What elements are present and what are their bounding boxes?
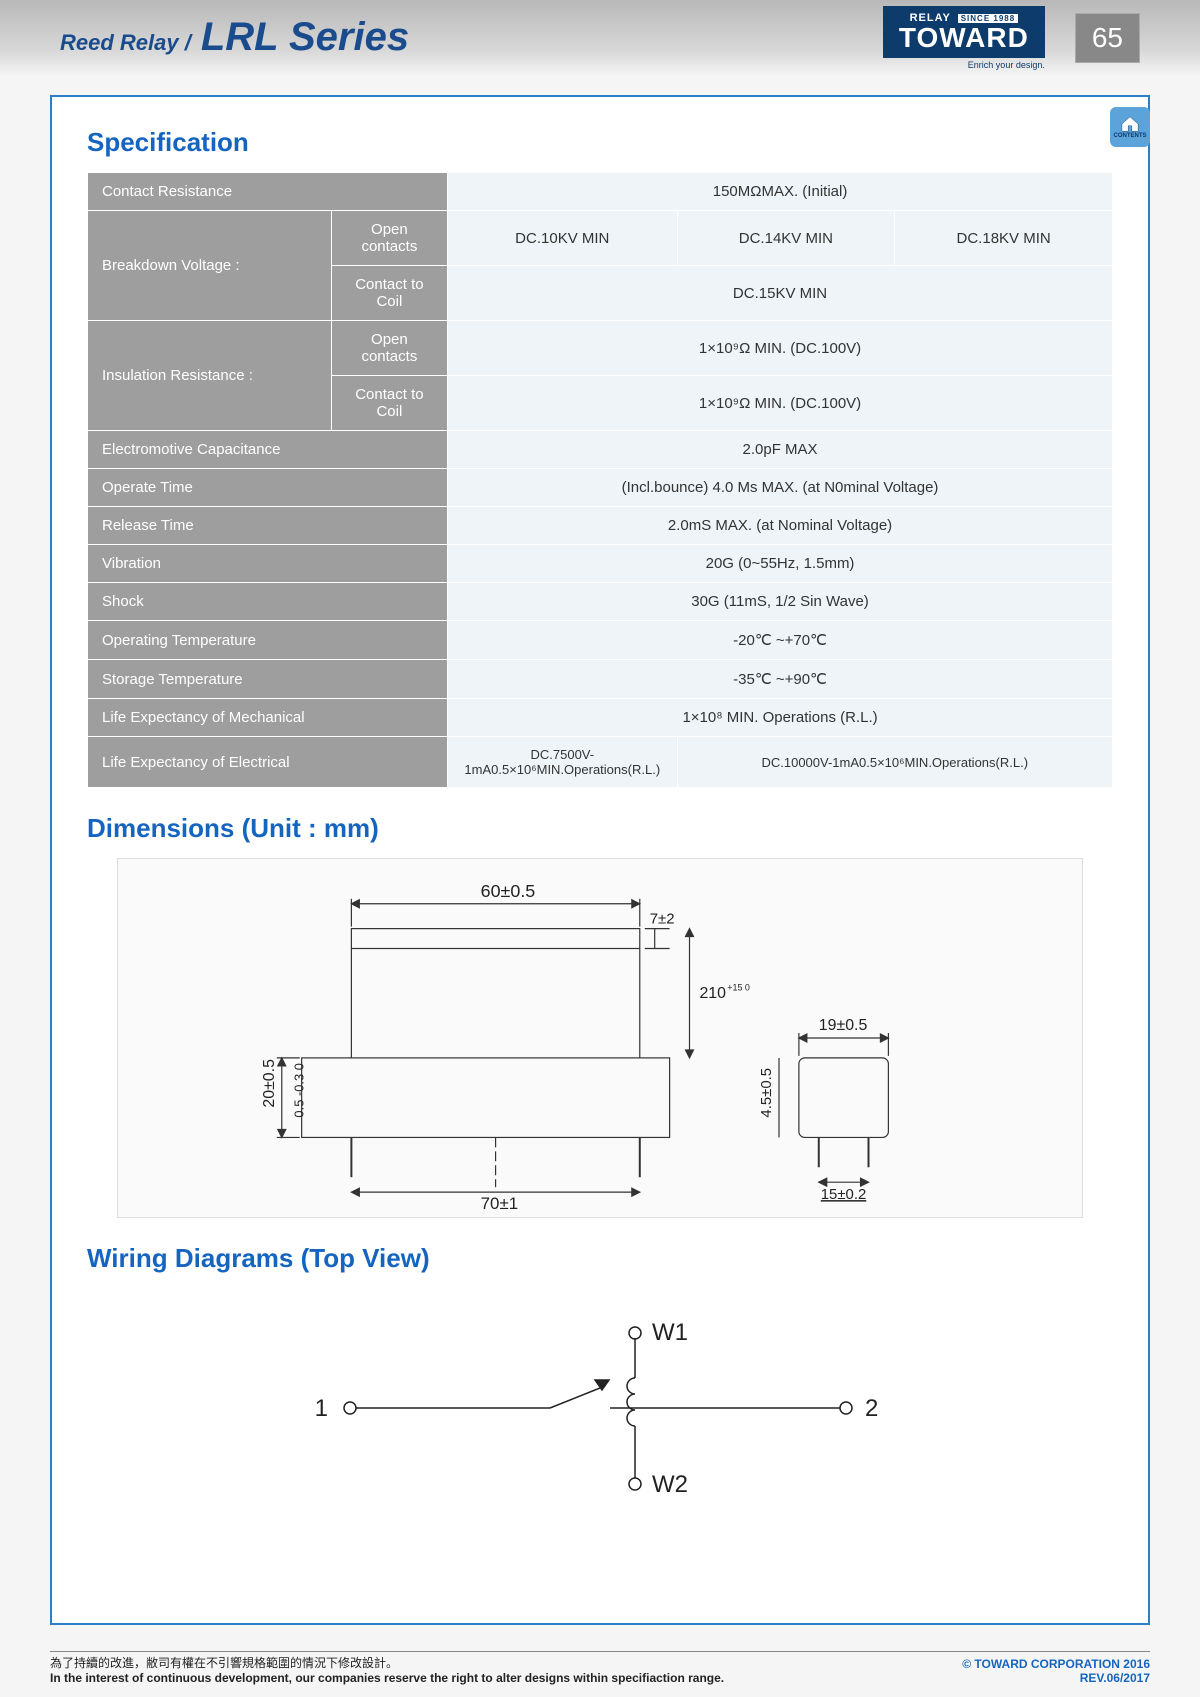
spec-sublabel: Contact to Coil (331, 266, 447, 321)
logo-brand-text: TOWARD (899, 24, 1029, 52)
spec-sublabel: Open contacts (331, 211, 447, 266)
spec-value: DC.18KV MIN (895, 211, 1113, 266)
wiring-w1: W1 (652, 1319, 688, 1346)
spec-value: 1×10⁹Ω MIN. (DC.100V) (448, 321, 1113, 376)
table-row: Life Expectancy of Electrical DC.7500V-1… (88, 737, 1113, 788)
spec-label: Operate Time (88, 469, 448, 507)
dimensions-section: Dimensions (Unit : mm) (87, 813, 1113, 1218)
logo-tagline: Enrich your design. (883, 60, 1045, 70)
table-row: Electromotive Capacitance 2.0pF MAX (88, 431, 1113, 469)
spec-value: 150MΩMAX. (Initial) (448, 173, 1113, 211)
spec-value: -35℃ ~+90℃ (448, 660, 1113, 699)
spec-value: 30G (11mS, 1/2 Sin Wave) (448, 583, 1113, 621)
dim-45: 4.5±0.5 (759, 1068, 775, 1118)
page-number: 65 (1075, 13, 1140, 63)
spec-label: Life Expectancy of Electrical (88, 737, 448, 788)
dim-05: 0.5 -0.3 0 (292, 1063, 307, 1118)
table-row: Life Expectancy of Mechanical 1×10⁸ MIN.… (88, 699, 1113, 737)
wiring-section: Wiring Diagrams (Top View) (87, 1243, 1113, 1518)
specification-heading: Specification (87, 127, 1113, 158)
wiring-pin-2: 2 (865, 1395, 878, 1422)
spec-value: (Incl.bounce) 4.0 Ms MAX. (at N0minal Vo… (448, 469, 1113, 507)
dim-210-tol: +15 0 (727, 982, 750, 992)
table-row: Release Time 2.0mS MAX. (at Nominal Volt… (88, 507, 1113, 545)
title-main: LRL Series (201, 15, 409, 60)
dim-7: 7±2 (650, 912, 675, 928)
spec-value: DC.14KV MIN (677, 211, 895, 266)
wiring-w2: W2 (652, 1471, 688, 1498)
spec-value: 1×10⁸ MIN. Operations (R.L.) (448, 699, 1113, 737)
logo-block: RELAY SINCE 1988 TOWARD Enrich your desi… (883, 6, 1140, 70)
table-row: Operate Time (Incl.bounce) 4.0 Ms MAX. (… (88, 469, 1113, 507)
spec-label: Insulation Resistance : (88, 321, 332, 431)
spec-value: 1×10⁹Ω MIN. (DC.100V) (448, 376, 1113, 431)
wiring-pin-1: 1 (315, 1395, 328, 1422)
spec-value: DC.15KV MIN (448, 266, 1113, 321)
spec-value: DC.7500V-1mA0.5×10⁶MIN.Operations(R.L.) (448, 737, 677, 788)
dimensions-heading: Dimensions (Unit : mm) (87, 813, 1113, 844)
dimensions-drawing: 60±0.5 7±2 210 +15 0 19±0.5 20±0.5 0.5 -… (117, 858, 1083, 1218)
spec-value: DC.10KV MIN (448, 211, 677, 266)
footer-copyright: © TOWARD CORPORATION 2016 (962, 1657, 1150, 1671)
spec-label: Life Expectancy of Mechanical (88, 699, 448, 737)
title-subtitle: Reed Relay / (60, 30, 191, 56)
wiring-heading: Wiring Diagrams (Top View) (87, 1243, 1113, 1274)
spec-label: Vibration (88, 545, 448, 583)
dim-70: 70±1 (481, 1194, 518, 1213)
spec-label: Operating Temperature (88, 621, 448, 660)
page-footer: 為了持續的改進，敝司有權在不引響規格範圍的情況下修改設計。 In the int… (50, 1651, 1150, 1685)
spec-sublabel: Open contacts (331, 321, 447, 376)
spec-value: DC.10000V-1mA0.5×10⁶MIN.Operations(R.L.) (677, 737, 1113, 788)
dim-210: 210 (699, 985, 726, 1002)
dim-19: 19±0.5 (819, 1017, 868, 1034)
contents-label: CONTENTS (1114, 133, 1147, 139)
table-row: Vibration 20G (0~55Hz, 1.5mm) (88, 545, 1113, 583)
wiring-diagram: 1 2 W1 W2 (147, 1288, 1053, 1518)
spec-label: Contact Resistance (88, 173, 448, 211)
home-icon (1119, 115, 1141, 133)
page-header: Reed Relay / LRL Series RELAY SINCE 1988… (0, 0, 1200, 75)
table-row: Contact Resistance 150MΩMAX. (Initial) (88, 173, 1113, 211)
table-row: Insulation Resistance : Open contacts 1×… (88, 321, 1113, 376)
table-row: Storage Temperature -35℃ ~+90℃ (88, 660, 1113, 699)
main-content-frame: CONTENTS Specification Contact Resistanc… (50, 95, 1150, 1625)
company-logo: RELAY SINCE 1988 TOWARD Enrich your desi… (883, 6, 1045, 70)
table-row: Breakdown Voltage : Open contacts DC.10K… (88, 211, 1113, 266)
dim-20: 20±0.5 (261, 1059, 278, 1108)
spec-label: Shock (88, 583, 448, 621)
spec-label: Storage Temperature (88, 660, 448, 699)
spec-sublabel: Contact to Coil (331, 376, 447, 431)
spec-value: 20G (0~55Hz, 1.5mm) (448, 545, 1113, 583)
specification-table: Contact Resistance 150MΩMAX. (Initial) B… (87, 172, 1113, 788)
spec-label: Electromotive Capacitance (88, 431, 448, 469)
spec-value: -20℃ ~+70℃ (448, 621, 1113, 660)
dim-60: 60±0.5 (481, 881, 536, 901)
spec-value: 2.0pF MAX (448, 431, 1113, 469)
table-row: Shock 30G (11mS, 1/2 Sin Wave) (88, 583, 1113, 621)
footer-revision: REV.06/2017 (962, 1671, 1150, 1685)
document-title: Reed Relay / LRL Series (60, 15, 409, 60)
table-row: Operating Temperature -20℃ ~+70℃ (88, 621, 1113, 660)
spec-value: 2.0mS MAX. (at Nominal Voltage) (448, 507, 1113, 545)
contents-tab[interactable]: CONTENTS (1110, 107, 1150, 147)
dim-15: 15±0.2 (821, 1187, 866, 1203)
spec-label: Release Time (88, 507, 448, 545)
spec-label: Breakdown Voltage : (88, 211, 332, 321)
